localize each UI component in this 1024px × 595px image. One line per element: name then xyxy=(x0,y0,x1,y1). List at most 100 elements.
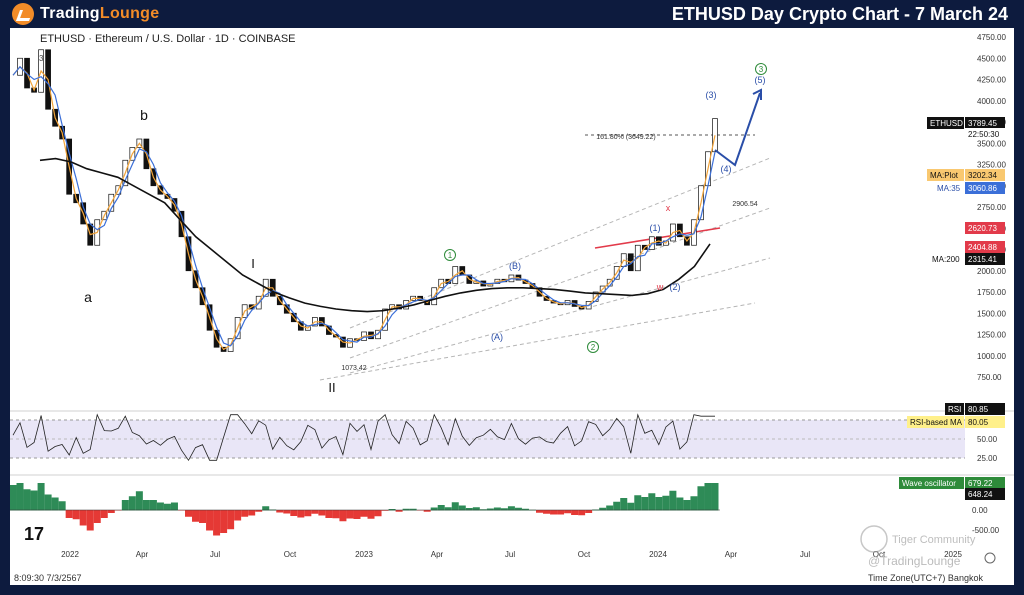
tradinglounge-logo: TradingLounge xyxy=(12,3,159,25)
price-axis: 4750.004500.004250.004000.003750.003500.… xyxy=(972,33,1006,535)
channel-line xyxy=(319,302,756,381)
oscillator-bar xyxy=(564,510,572,514)
time-tick-label: 2022 xyxy=(61,550,79,559)
price-tick-label: 4750.00 xyxy=(977,33,1006,42)
oscillator-bar xyxy=(606,505,614,511)
symbol-line: ETHUSD · Ethereum / U.S. Dollar · 1D · C… xyxy=(40,33,296,45)
wave-osc-label-tag: Wave oscillator xyxy=(902,479,956,488)
oscillator-bar xyxy=(339,510,347,522)
oscillator-bar xyxy=(255,510,263,512)
countdown-tag: 22:50:30 xyxy=(968,130,1000,139)
maplot-value-tag: 3202.34 xyxy=(968,171,997,180)
oscillator-bar xyxy=(613,501,621,511)
chart-area[interactable]: a b I II (B) (A) (3) (5) (4) (1) (2) x w 1 2 3 161.80% (… xyxy=(10,28,1014,585)
oscillator-bar xyxy=(51,497,59,511)
ma200-line xyxy=(39,157,711,313)
rsi-label-tag-bg xyxy=(945,403,964,415)
ma200-value-tag: 2315.41 xyxy=(968,255,997,264)
wave-circle-label-2: 2 xyxy=(591,343,596,352)
wave-label-II: II xyxy=(328,380,335,395)
wave-label-A: (A) xyxy=(491,332,503,342)
oscillator-bar xyxy=(16,483,24,511)
oscillator-bar xyxy=(571,510,579,515)
oscillator-bar xyxy=(683,500,691,511)
price-tick-label: 1500.00 xyxy=(977,309,1006,318)
oscillator-bar xyxy=(620,498,628,511)
oscillator-bar xyxy=(192,510,200,522)
channel-line xyxy=(349,157,771,329)
ethusd-value-tag: 3789.45 xyxy=(968,119,997,128)
oscillator-bar xyxy=(353,510,361,519)
tiger-community-watermark: Tiger Community xyxy=(860,525,976,553)
channel-lines xyxy=(319,134,771,381)
wave-label-x: x xyxy=(666,203,671,213)
price-tick-label: 4250.00 xyxy=(977,76,1006,85)
oscillator-bar xyxy=(641,497,649,511)
price-tick-label: 3250.00 xyxy=(977,161,1006,170)
oscillator-bar xyxy=(65,510,73,518)
oscillator-bar xyxy=(690,496,698,511)
price-series xyxy=(12,49,762,352)
wave-label-1: (1) xyxy=(650,223,661,233)
oscillator-bar xyxy=(627,502,635,511)
oscillator-bar xyxy=(472,507,480,511)
oscillator-bar xyxy=(283,510,291,514)
oscillator-bar xyxy=(500,508,508,511)
projection-arrowhead xyxy=(752,88,762,100)
oscillator-bar xyxy=(241,510,249,517)
rsi-label-tag: RSI xyxy=(948,405,961,414)
price-tick-label: 1000.00 xyxy=(977,352,1006,361)
oscillator-bar xyxy=(142,500,150,511)
oscillator-bar xyxy=(156,502,164,511)
oscillator-bar xyxy=(149,500,157,511)
oscillator-bar xyxy=(213,510,221,536)
oscillator-bar xyxy=(185,510,192,517)
price-tick-label: 4500.00 xyxy=(977,54,1006,63)
oscillator-bar xyxy=(23,489,31,511)
osc-tick-label: -500.00 xyxy=(972,526,1000,535)
tv-logo-icon: 17 xyxy=(24,524,44,544)
oscillator-bar xyxy=(234,510,242,521)
wave-osc-value2-tag: 648.24 xyxy=(968,490,993,499)
rsi-tick-label: 50.00 xyxy=(977,435,998,444)
oscillator-bar xyxy=(550,510,558,515)
oscillator-series xyxy=(10,483,720,536)
wave-label-B: (B) xyxy=(509,261,521,271)
oscillator-bar xyxy=(430,507,438,511)
ma35-line xyxy=(12,65,716,347)
oscillator-bar xyxy=(521,508,529,511)
oscillator-bar xyxy=(451,502,459,511)
wave-osc-value-tag-bg xyxy=(965,477,1005,489)
wave-label-w: w xyxy=(656,282,664,292)
oscillator-bar xyxy=(514,507,522,511)
price-candle xyxy=(712,118,718,153)
wave-label-4: (4) xyxy=(721,164,732,174)
wave-label-3: (3) xyxy=(706,90,717,100)
wave-osc-value2-tag-bg xyxy=(965,488,1005,500)
time-tick-label: Apr xyxy=(431,550,444,559)
oscillator-bar xyxy=(655,497,663,511)
oscillator-bar xyxy=(493,507,501,511)
oscillator-bar xyxy=(44,494,52,511)
oscillator-bar xyxy=(360,510,368,517)
oscillator-bar xyxy=(409,508,417,511)
maplot-label-tag-bg xyxy=(927,169,964,181)
price-tick-label: 750.00 xyxy=(977,373,1002,382)
oscillator-bar xyxy=(486,508,494,511)
channel-line xyxy=(349,257,771,374)
oscillator-bar xyxy=(325,510,333,518)
osc-tick-label: 0.00 xyxy=(972,506,988,515)
oscillator-bar xyxy=(248,510,256,516)
level-value-tag: 2404.88 xyxy=(968,243,997,252)
wave-osc-label-tag-bg xyxy=(899,477,964,489)
settings-gear-icon[interactable] xyxy=(984,552,996,564)
ma35-value-tag-bg xyxy=(965,182,1005,194)
oscillator-bar xyxy=(458,505,466,511)
oscillator-bar xyxy=(199,510,207,523)
rsi-tick-label: 25.00 xyxy=(977,454,998,463)
oscillator-bar xyxy=(395,510,403,512)
time-tick-label: Oct xyxy=(578,550,591,559)
time-axis: 2022 Apr Jul Oct 2023 Apr Jul Oct 2024 Apr Jul Oct 2… xyxy=(61,550,962,559)
oscillator-bar xyxy=(227,510,235,530)
